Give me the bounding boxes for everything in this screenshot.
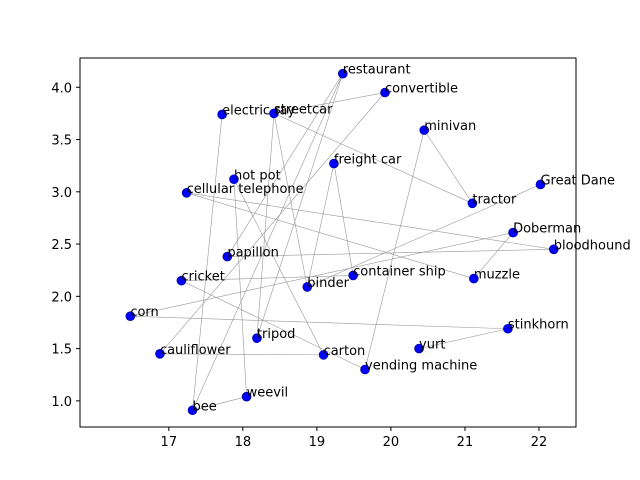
y-tick-label: 2.0 — [51, 290, 72, 305]
point-label-weevil: weevil — [247, 386, 289, 401]
point-label-tractor: tractor — [472, 192, 517, 207]
y-tick-label: 1.0 — [51, 395, 72, 410]
point-label-minivan: minivan — [424, 119, 476, 134]
point-minivan — [419, 125, 430, 135]
edge-streetcar-binder — [273, 113, 308, 287]
labels-layer: restaurant convertible electric raystreetc… — [130, 63, 630, 415]
point-great-dane — [535, 179, 546, 190]
y-tick-label: 1.5 — [51, 343, 72, 358]
point-bloodhound — [548, 244, 559, 255]
edge-cauliflower-carton — [159, 353, 324, 356]
edge-minivan-tractor — [423, 129, 473, 204]
point-label-great-dane: Great Dane — [540, 173, 615, 188]
edge-hot-pot-weevil — [233, 179, 247, 397]
point-label-container-ship: container ship — [353, 264, 446, 279]
edge-weevil-bee — [192, 396, 247, 411]
point-tripod — [252, 333, 262, 343]
edge-streetcar-tripod — [256, 113, 275, 339]
edge-stinkhorn-yurt — [418, 328, 508, 349]
x-tick-label: 22 — [531, 435, 548, 450]
edge-freight-car-binder — [306, 163, 335, 287]
point-corn — [125, 311, 136, 321]
point-weevil — [241, 391, 252, 402]
point-label-doberman: Doberman — [513, 222, 581, 237]
point-label-corn: corn — [130, 305, 158, 320]
edge-electric-ray-bee — [192, 114, 223, 411]
edge-cellular-telephone-bloodhound — [186, 192, 554, 250]
point-label-tripod: tripod — [257, 327, 296, 342]
edge-restaurant-tripod — [256, 73, 344, 339]
point-label-restaurant: restaurant — [343, 63, 411, 78]
edge-cellular-telephone-muzzle — [186, 192, 474, 279]
point-freight-car — [329, 158, 339, 169]
point-label-muzzle: muzzle — [474, 268, 520, 283]
edges-layer — [130, 73, 554, 411]
edge-streetcar-tractor — [273, 113, 473, 204]
edge-hot-pot-carton — [233, 179, 324, 356]
edge-restaurant-papillon — [227, 73, 344, 257]
point-carton — [318, 350, 329, 360]
x-tick-label: 21 — [457, 435, 474, 450]
point-label-carton: carton — [324, 344, 366, 359]
point-muzzle — [469, 273, 479, 284]
edge-convertible-cauliflower — [159, 92, 386, 355]
point-cricket — [176, 275, 187, 286]
point-tractor — [467, 198, 478, 209]
edge-doberman-corn — [130, 232, 514, 317]
point-streetcar — [269, 108, 279, 119]
points-layer — [125, 68, 559, 416]
y-tick-label: 3.0 — [51, 186, 72, 201]
point-binder — [302, 282, 313, 292]
point-label-hot-pot: hot pot — [234, 168, 281, 183]
x-tick-label: 17 — [161, 435, 178, 450]
edge-doberman-muzzle — [473, 232, 514, 279]
y-tick-label: 3.5 — [51, 134, 72, 149]
edge-corn-stinkhorn — [130, 315, 508, 330]
point-vending-machine — [360, 364, 370, 375]
y-tick-label: 4.0 — [51, 81, 72, 96]
point-label-bloodhound: bloodhound — [554, 238, 631, 253]
point-papillon — [222, 251, 233, 262]
x-tick-label: 19 — [309, 435, 326, 450]
y-tick-label: 2.5 — [51, 238, 72, 253]
point-label-streetcar: streetcar — [274, 102, 333, 117]
plot-area-frame — [79, 57, 577, 428]
point-convertible — [380, 87, 390, 98]
edge-container-ship-cricket — [181, 275, 354, 281]
point-label-stinkhorn: stinkhorn — [508, 318, 569, 333]
edge-cricket-vending-machine — [181, 280, 366, 370]
point-label-binder: binder — [307, 276, 349, 291]
point-label-convertible: convertible — [385, 81, 458, 96]
point-container-ship — [348, 270, 358, 281]
edge-bloodhound-papillon — [227, 248, 554, 257]
y-axis: 1.0 1.5 2.0 2.5 3.0 3.5 4.0 — [51, 81, 80, 410]
x-tick-label: 18 — [235, 435, 252, 450]
point-label-cricket: cricket — [181, 270, 224, 285]
x-tick-label: 20 — [383, 435, 400, 450]
point-label-cellular-telephone: cellular telephone — [187, 182, 304, 197]
x-axis: 17 18 19 20 21 22 — [161, 427, 548, 450]
edge-freight-car-container-ship — [333, 163, 354, 276]
edge-great-dane-binder — [307, 184, 541, 288]
point-label-papillon: papillon — [227, 246, 279, 261]
point-label-cauliflower: cauliflower — [160, 343, 231, 358]
edge-minivan-vending-machine — [364, 130, 425, 370]
point-yurt — [414, 343, 424, 354]
point-label-freight-car: freight car — [334, 153, 402, 168]
point-bee — [187, 405, 198, 416]
edge-restaurant-bee — [192, 73, 344, 411]
point-restaurant — [338, 68, 348, 79]
point-label-bee: bee — [193, 399, 217, 414]
point-label-electric-ray: electric ray — [222, 103, 295, 118]
point-cauliflower — [155, 349, 165, 359]
point-cellular-telephone — [181, 188, 192, 198]
point-label-yurt: yurt — [419, 338, 445, 353]
point-electric-ray — [217, 109, 227, 120]
point-label-vending-machine: vending machine — [365, 359, 477, 374]
point-hot-pot — [229, 174, 239, 185]
point-doberman — [508, 227, 518, 238]
point-stinkhorn — [503, 323, 513, 334]
